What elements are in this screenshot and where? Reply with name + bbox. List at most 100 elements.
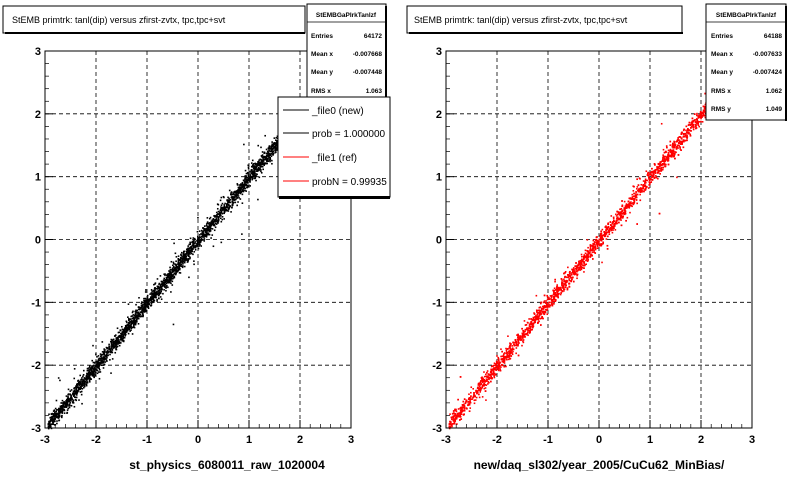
scatter-point <box>668 152 670 154</box>
scatter-point <box>86 373 88 375</box>
scatter-point <box>492 365 494 367</box>
scatter-point <box>173 273 175 275</box>
scatter-point <box>642 186 644 188</box>
scatter-point <box>462 410 464 412</box>
scatter-point <box>147 296 149 298</box>
scatter-point <box>670 149 672 151</box>
scatter-point <box>53 410 55 412</box>
scatter-point <box>169 279 171 281</box>
scatter-point <box>479 384 481 386</box>
stats-label-meanx-left: Mean x <box>311 51 333 58</box>
scatter-point <box>267 152 269 154</box>
scatter-point <box>478 383 480 385</box>
scatter-point <box>58 419 60 421</box>
scatter-point <box>106 351 108 353</box>
scatter-point <box>145 289 147 291</box>
scatter-point <box>197 231 199 233</box>
scatter-point <box>146 298 148 300</box>
scatter-point <box>546 305 548 307</box>
scatter-point <box>95 375 97 377</box>
scatter-point <box>615 214 617 216</box>
scatter-point <box>650 181 652 183</box>
scatter-point <box>274 145 276 147</box>
scatter-point <box>94 370 96 372</box>
scatter-point <box>147 295 149 297</box>
scatter-point <box>142 313 144 315</box>
scatter-point <box>95 371 97 373</box>
scatter-point <box>262 160 264 162</box>
scatter-point <box>659 173 661 175</box>
scatter-point <box>513 344 515 346</box>
scatter-point <box>246 183 248 185</box>
scatter-point <box>170 291 172 293</box>
scatter-point <box>120 337 122 339</box>
scatter-point <box>156 292 158 294</box>
scatter-point <box>528 318 530 320</box>
scatter-point <box>209 229 211 231</box>
scatter-point <box>458 408 460 410</box>
scatter-point <box>82 382 84 384</box>
scatter-point <box>693 129 695 131</box>
scatter-point <box>170 272 172 274</box>
scatter-point <box>60 402 62 404</box>
scatter-point <box>453 412 455 414</box>
scatter-point <box>203 233 205 235</box>
scatter-point <box>207 233 209 235</box>
scatter-point <box>617 219 619 221</box>
scatter-point <box>171 278 173 280</box>
scatter-point <box>137 310 139 312</box>
scatter-point <box>268 149 270 151</box>
scatter-point <box>172 267 174 269</box>
scatter-point <box>236 191 238 193</box>
scatter-point <box>98 368 100 370</box>
scatter-point <box>527 331 529 333</box>
scatter-point <box>175 252 177 254</box>
scatter-point <box>262 169 264 171</box>
scatter-point <box>490 381 492 383</box>
scatter-point <box>49 421 51 423</box>
scatter-point <box>134 322 136 324</box>
scatter-point <box>182 263 184 265</box>
scatter-point <box>120 339 122 341</box>
scatter-point <box>204 238 206 240</box>
scatter-point <box>166 282 168 284</box>
scatter-point <box>496 355 498 357</box>
scatter-point <box>165 287 167 289</box>
scatter-point <box>101 354 103 356</box>
scatter-point <box>195 249 197 251</box>
scatter-point <box>95 361 97 363</box>
scatter-point <box>59 413 61 415</box>
scatter-point <box>515 341 517 343</box>
scatter-point <box>481 380 483 382</box>
scatter-point <box>225 209 227 211</box>
scatter-point <box>269 145 271 147</box>
scatter-point <box>621 225 623 227</box>
scatter-point <box>188 244 190 246</box>
scatter-point <box>668 150 670 152</box>
scatter-point <box>585 260 587 262</box>
scatter-point <box>644 181 646 183</box>
scatter-point <box>188 277 190 279</box>
scatter-point <box>468 401 470 403</box>
scatter-point <box>584 265 586 267</box>
scatter-point <box>217 203 219 205</box>
scatter-point <box>573 267 575 269</box>
scatter-point <box>180 257 182 259</box>
scatter-point <box>696 113 698 115</box>
scatter-point <box>620 219 622 221</box>
scatter-point <box>597 247 599 249</box>
scatter-point <box>507 335 509 337</box>
scatter-point <box>232 192 234 194</box>
scatter-point <box>103 367 105 369</box>
scatter-point <box>692 125 694 127</box>
scatter-point <box>262 166 264 168</box>
legend-label-probn: probN = 0.99935 <box>312 177 387 188</box>
scatter-point <box>517 344 519 346</box>
scatter-point <box>140 316 142 318</box>
scatter-point <box>102 364 104 366</box>
scatter-point <box>181 264 183 266</box>
scatter-point <box>235 202 237 204</box>
scatter-point <box>188 249 190 251</box>
stats-value-meany-left: -0.007448 <box>353 69 383 76</box>
scatter-point <box>567 267 569 269</box>
